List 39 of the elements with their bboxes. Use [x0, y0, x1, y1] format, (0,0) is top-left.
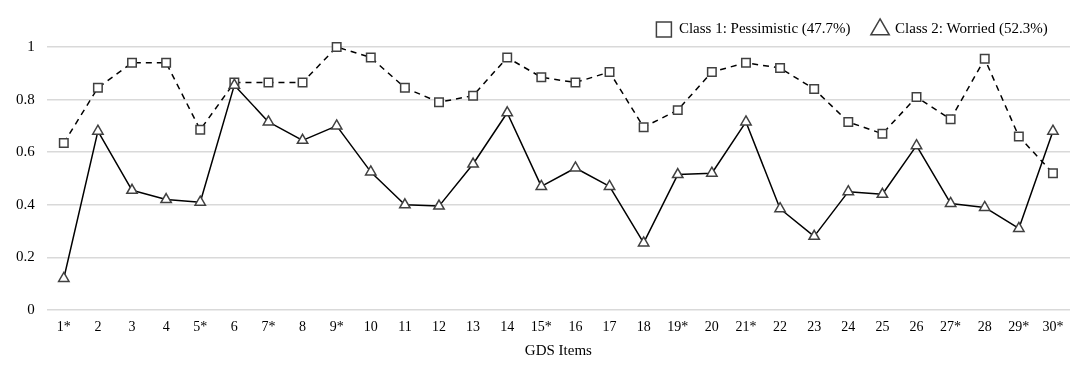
x-tick-label: 10: [363, 318, 378, 334]
x-tick-label: 20: [704, 318, 719, 334]
y-tick-label: 1: [27, 37, 35, 54]
x-tick-label: 4: [162, 318, 170, 334]
x-tick-label: 14: [500, 318, 515, 334]
legend-label: Class 1: Pessimistic (47.7%): [678, 20, 851, 38]
x-tick-label: 17: [602, 318, 617, 334]
x-tick-label: 11: [398, 318, 412, 334]
x-tick-label: 15*: [530, 318, 552, 334]
x-tick-label: 6: [230, 318, 238, 334]
y-tick-label: 0.2: [16, 248, 35, 265]
y-tick-label: 0.4: [16, 195, 36, 212]
x-tick-label: 24: [841, 318, 856, 334]
y-tick-label: 0: [27, 300, 35, 317]
x-tick-label: 3: [128, 318, 136, 334]
x-tick-label: 28: [977, 318, 992, 334]
x-tick-label: 29*: [1008, 318, 1030, 334]
x-tick-label: 12: [432, 318, 446, 334]
x-tick-label: 18: [636, 318, 651, 334]
x-tick-label: 2: [94, 318, 102, 334]
x-tick-label: 23: [807, 318, 822, 334]
x-tick-label: 1*: [56, 318, 71, 334]
x-tick-label: 22: [773, 318, 788, 334]
x-tick-label: 5*: [193, 318, 208, 334]
x-tick-label: 16: [568, 318, 583, 334]
x-tick-label: 19*: [667, 318, 689, 334]
x-axis-title: GDS Items: [524, 341, 593, 358]
x-tick-label: 21*: [735, 318, 757, 334]
x-tick-label: 27*: [940, 318, 962, 334]
x-tick-label: 25: [875, 318, 890, 334]
x-tick-label: 7*: [261, 318, 276, 334]
x-tick-label: 9*: [329, 318, 344, 334]
x-tick-label: 8: [299, 318, 307, 334]
x-tick-label: 13: [466, 318, 481, 334]
y-tick-label: 0.8: [16, 90, 35, 107]
legend-label: Class 2: Worried (52.3%): [895, 20, 1048, 38]
x-tick-label: 26: [909, 318, 924, 334]
x-tick-label: 30*: [1042, 318, 1064, 334]
y-tick-label: 0.6: [16, 143, 36, 160]
